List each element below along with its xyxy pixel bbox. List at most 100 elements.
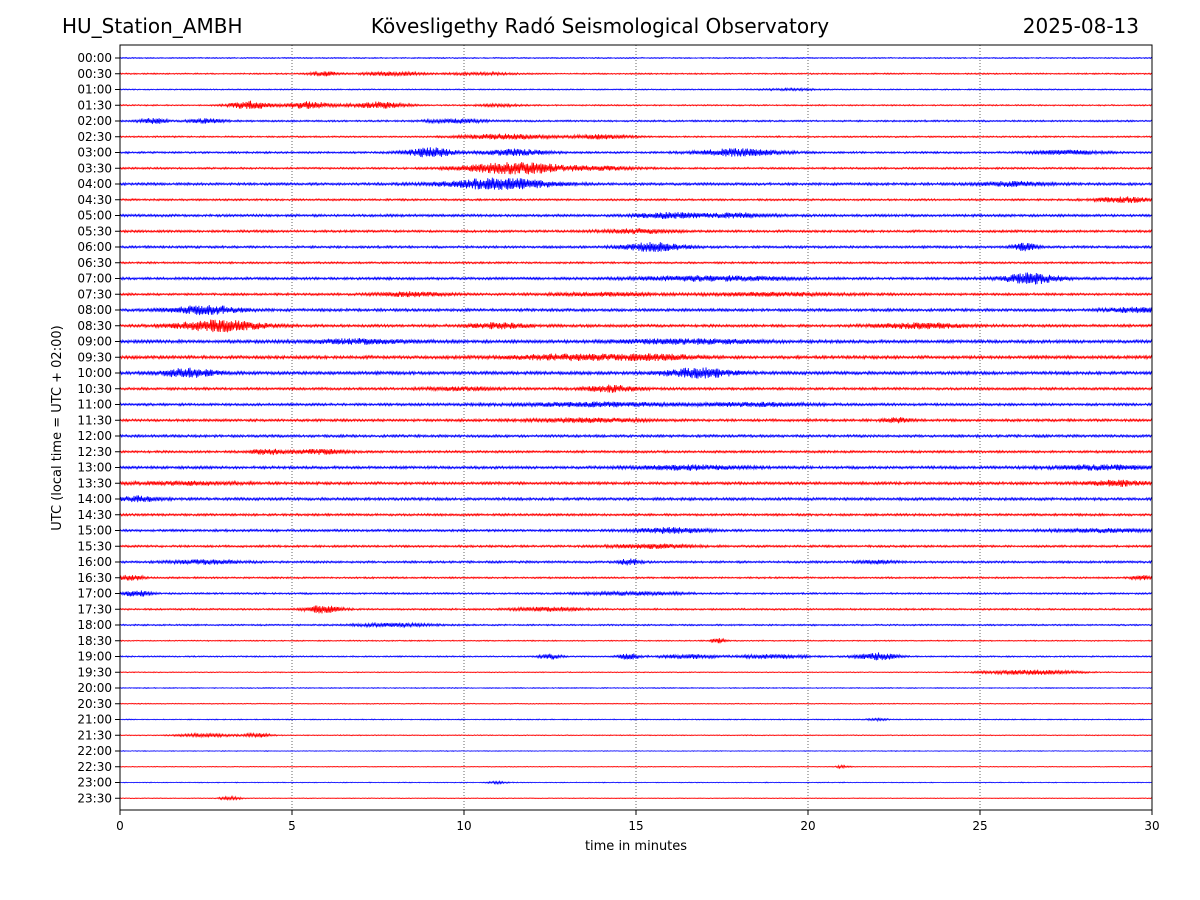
station-name: HU_Station_AMBH [62, 14, 243, 38]
trace-1030 [119, 384, 1153, 393]
y-tick-label: 21:00 [77, 713, 112, 727]
trace-1000 [119, 367, 1153, 379]
y-axis-label: UTC (local time = UTC + 02:00) [50, 325, 65, 530]
trace-2100 [119, 717, 1153, 723]
y-tick-label: 09:30 [77, 350, 112, 364]
trace-1400 [119, 495, 1153, 503]
y-tick-label: 20:00 [77, 681, 112, 695]
x-axis-label: time in minutes [585, 839, 687, 854]
trace-0100 [119, 87, 1153, 92]
trace-0400 [119, 177, 1153, 191]
y-tick-label: 11:00 [77, 398, 112, 412]
y-tick-label: 04:00 [77, 177, 112, 191]
trace-0300 [119, 147, 1153, 158]
trace-0600 [119, 241, 1153, 252]
y-tick-label: 17:30 [77, 602, 112, 616]
x-tick-label: 0 [116, 819, 124, 833]
y-tick-label: 10:30 [77, 382, 112, 396]
y-tick-label: 19:00 [77, 650, 112, 664]
trace-1600 [119, 558, 1153, 566]
y-tick-label: 00:00 [77, 51, 112, 65]
x-tick-label: 30 [1144, 819, 1159, 833]
y-tick-label: 16:00 [77, 555, 112, 569]
x-tick-label: 20 [800, 819, 815, 833]
trace-1930 [119, 669, 1153, 676]
trace-0430 [119, 196, 1153, 204]
y-tick-label: 12:00 [77, 429, 112, 443]
trace-2330 [119, 795, 1153, 801]
y-tick-label: 00:30 [77, 67, 112, 81]
trace-2300 [119, 779, 1153, 785]
trace-0200 [119, 117, 1153, 125]
y-tick-label: 19:30 [77, 665, 112, 679]
chart-date: 2025-08-13 [1022, 14, 1139, 38]
y-tick-label: 03:30 [77, 161, 112, 175]
trace-1130 [119, 416, 1153, 424]
y-tick-label: 07:00 [77, 272, 112, 286]
trace-0030 [119, 70, 1153, 78]
y-tick-label: 10:00 [77, 366, 112, 380]
trace-0900 [119, 338, 1153, 345]
y-tick-label: 20:30 [77, 697, 112, 711]
y-tick-label: 13:00 [77, 461, 112, 475]
y-tick-label: 05:00 [77, 209, 112, 223]
y-tick-label: 15:30 [77, 539, 112, 553]
trace-1830 [119, 637, 1153, 644]
y-tick-label: 18:30 [77, 634, 112, 648]
trace-1730 [119, 605, 1153, 614]
x-tick-label: 10 [456, 819, 471, 833]
trace-2000 [119, 686, 1153, 690]
trace-1430 [119, 512, 1153, 517]
y-tick-label: 01:30 [77, 98, 112, 112]
y-tick-label: 14:30 [77, 508, 112, 522]
trace-1300 [119, 464, 1153, 471]
trace-0800 [119, 304, 1153, 316]
trace-0730 [119, 290, 1153, 298]
y-tick-label: 02:00 [77, 114, 112, 128]
y-tick-label: 08:00 [77, 303, 112, 317]
y-tick-label: 01:00 [77, 83, 112, 97]
y-tick-label: 14:00 [77, 492, 112, 506]
x-axis-ticks: 0 5 10 15 20 25 30 [116, 810, 1160, 833]
trace-0930 [119, 353, 1153, 362]
trace-0530 [119, 228, 1153, 235]
y-tick-label: 11:30 [77, 413, 112, 427]
x-tick-label: 15 [628, 819, 643, 833]
y-tick-label: 23:30 [77, 791, 112, 805]
y-tick-label: 03:00 [77, 146, 112, 160]
y-tick-label: 23:00 [77, 776, 112, 790]
trace-0230 [119, 133, 1153, 140]
y-tick-label: 18:00 [77, 618, 112, 632]
x-tick-label: 5 [288, 819, 296, 833]
trace-2130 [119, 732, 1153, 739]
trace-1230 [119, 448, 1153, 456]
y-tick-label: 16:30 [77, 571, 112, 585]
trace-1700 [119, 590, 1153, 597]
trace-0500 [119, 211, 1153, 219]
y-tick-label: 07:30 [77, 287, 112, 301]
y-tick-label: 09:00 [77, 335, 112, 349]
y-tick-label: 22:00 [77, 744, 112, 758]
trace-1800 [119, 621, 1153, 629]
trace-1900 [119, 652, 1153, 661]
y-tick-label: 12:30 [77, 445, 112, 459]
y-tick-label: 13:30 [77, 476, 112, 490]
trace-0330 [119, 161, 1153, 175]
trace-0130 [119, 100, 1153, 110]
gridlines [291, 45, 981, 810]
y-tick-label: 17:00 [77, 587, 112, 601]
y-tick-label: 22:30 [77, 760, 112, 774]
seismic-traces [119, 56, 1153, 801]
y-tick-label: 08:30 [77, 319, 112, 333]
y-tick-label: 05:30 [77, 224, 112, 238]
y-tick-label: 06:00 [77, 240, 112, 254]
y-tick-label: 04:30 [77, 193, 112, 207]
trace-2230 [119, 764, 1153, 770]
trace-2030 [119, 702, 1153, 705]
trace-1100 [119, 401, 1153, 409]
trace-0630 [119, 260, 1153, 265]
trace-2200 [119, 750, 1153, 752]
chart-title: Kövesligethy Radó Seismological Observat… [370, 14, 830, 38]
trace-0830 [119, 319, 1153, 333]
